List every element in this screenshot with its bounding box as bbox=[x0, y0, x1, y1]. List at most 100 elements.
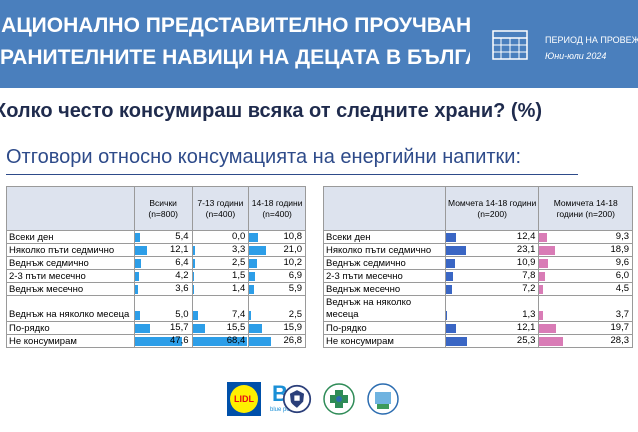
value-label: 6,4 bbox=[175, 257, 189, 268]
column-header: 7-13 години (n=400) bbox=[191, 186, 250, 231]
value-bar bbox=[134, 324, 151, 333]
question-heading: Колко често консумираш всяка от следните… bbox=[0, 100, 543, 122]
table-row: Няколко пъти седмично 23,1 18,9 bbox=[323, 243, 633, 257]
value-label: 21,0 bbox=[283, 244, 303, 255]
value-bar bbox=[134, 259, 142, 268]
section-subtitle: Отговори относно консумацията на енергий… bbox=[6, 146, 522, 168]
value-cell: 5,4 bbox=[133, 230, 193, 244]
row-label: Веднъж месечно bbox=[323, 282, 446, 296]
table-row: Не консумирам 25,3 28,3 bbox=[323, 334, 633, 348]
shield-logo bbox=[280, 382, 281, 383]
value-bar bbox=[445, 272, 453, 281]
value-label: 10,2 bbox=[283, 257, 303, 268]
value-bar bbox=[445, 311, 448, 320]
value-label: 12,4 bbox=[516, 231, 536, 242]
column-header: Всички (n=800) bbox=[133, 186, 193, 231]
value-bar bbox=[445, 337, 468, 346]
right-results-table: Момчета 14-18 години (n=200) Момичета 14… bbox=[323, 186, 633, 348]
dietitians-logo bbox=[367, 383, 399, 415]
table-corner bbox=[323, 186, 446, 231]
value-label: 26,8 bbox=[283, 335, 303, 346]
value-bar bbox=[249, 337, 271, 346]
value-bar bbox=[134, 337, 183, 346]
value-cell: 26,8 bbox=[248, 334, 306, 348]
value-label: 28,3 bbox=[610, 335, 630, 346]
value-cell: 3,7 bbox=[538, 295, 633, 322]
value-cell: 10,2 bbox=[248, 256, 306, 270]
value-label: 7,2 bbox=[522, 283, 536, 294]
table-row: Всеки ден 12,4 9,3 bbox=[323, 230, 633, 244]
value-bar bbox=[192, 285, 195, 294]
value-label: 2,5 bbox=[232, 257, 246, 268]
value-bar bbox=[445, 324, 457, 333]
value-cell: 28,3 bbox=[538, 334, 633, 348]
value-bar bbox=[134, 272, 139, 281]
value-label: 19,7 bbox=[610, 322, 630, 333]
value-cell: 19,7 bbox=[538, 321, 633, 335]
value-label: 4,2 bbox=[175, 270, 189, 281]
value-label: 12,1 bbox=[170, 244, 189, 255]
value-bar bbox=[192, 337, 248, 346]
value-cell: 15,7 bbox=[133, 321, 193, 335]
table-row: Веднъж месечно 7,2 4,5 bbox=[323, 282, 633, 296]
row-label: Веднъж на няколко месеца bbox=[6, 295, 135, 322]
banner-title-line-1: НАЦИОНАЛНО ПРЕДСТАВИТЕЛНО ПРОУЧВАНЕ ЗА bbox=[0, 14, 470, 37]
lidl-logo-text: LIDL bbox=[234, 394, 254, 404]
value-cell: 3,6 bbox=[133, 282, 193, 296]
value-label: 15,7 bbox=[170, 322, 189, 333]
value-bar bbox=[249, 246, 267, 255]
value-cell: 0,0 bbox=[191, 230, 250, 244]
value-bar bbox=[539, 337, 564, 346]
value-label: 5,4 bbox=[175, 231, 189, 242]
value-label: 6,0 bbox=[615, 270, 629, 281]
value-bar bbox=[249, 233, 258, 242]
value-bar bbox=[134, 246, 147, 255]
row-label: По-рядко bbox=[323, 321, 446, 335]
value-bar bbox=[192, 259, 195, 268]
value-bar bbox=[445, 233, 457, 242]
value-cell: 23,1 bbox=[444, 243, 540, 257]
row-label: 2-3 пъти месечно bbox=[323, 269, 446, 283]
value-label: 3,6 bbox=[175, 283, 189, 294]
subtitle-underline bbox=[6, 174, 578, 175]
partner-logos: LIDL B blue point bbox=[0, 378, 638, 432]
value-bar bbox=[539, 246, 556, 255]
value-label: 25,3 bbox=[516, 335, 536, 346]
table-row: По-рядко 12,1 19,7 bbox=[323, 321, 633, 335]
value-label: 9,3 bbox=[615, 231, 629, 242]
value-cell: 6,0 bbox=[538, 269, 633, 283]
value-cell: 6,4 bbox=[133, 256, 193, 270]
value-bar bbox=[249, 285, 254, 294]
value-cell: 4,2 bbox=[133, 269, 193, 283]
value-bar bbox=[249, 259, 258, 268]
left-results-table: Всички (n=800) 7-13 години (n=400) 14-18… bbox=[6, 186, 306, 348]
row-label: 2-3 пъти месечно bbox=[6, 269, 135, 283]
table-row: Веднъж седмично 6,4 2,5 10,2 bbox=[6, 256, 306, 270]
value-bar bbox=[134, 285, 139, 294]
value-bar bbox=[249, 272, 255, 281]
value-bar bbox=[539, 272, 545, 281]
value-label: 7,4 bbox=[232, 309, 246, 320]
value-cell: 68,4 bbox=[191, 334, 250, 348]
value-label: 7,8 bbox=[522, 270, 536, 281]
value-cell: 5,9 bbox=[248, 282, 306, 296]
period-label: ПЕРИОД НА ПРОВЕЖДАНЕ bbox=[545, 35, 638, 45]
table-row: Всеки ден 5,4 0,0 10,8 bbox=[6, 230, 306, 244]
row-label: Няколко пъти седмично bbox=[6, 243, 135, 257]
value-label: 68,4 bbox=[226, 335, 246, 346]
value-label: 9,6 bbox=[615, 257, 629, 268]
table-row: 2-3 пъти месечно 7,8 6,0 bbox=[323, 269, 633, 283]
period-value: Юни-юли 2024 bbox=[545, 51, 607, 61]
row-label: Веднъж седмично bbox=[323, 256, 446, 270]
value-bar bbox=[192, 311, 199, 320]
row-label: Не консумирам bbox=[6, 334, 135, 348]
value-label: 1,5 bbox=[232, 270, 246, 281]
value-bar bbox=[249, 311, 252, 320]
table-row: 2-3 пъти месечно 4,2 1,5 6,9 bbox=[6, 269, 306, 283]
value-cell: 12,1 bbox=[133, 243, 193, 257]
table-row: По-рядко 15,7 15,5 15,9 bbox=[6, 321, 306, 335]
value-label: 6,9 bbox=[288, 270, 302, 281]
value-cell: 1,4 bbox=[191, 282, 250, 296]
value-label: 47,6 bbox=[170, 335, 189, 346]
value-cell: 10,8 bbox=[248, 230, 306, 244]
